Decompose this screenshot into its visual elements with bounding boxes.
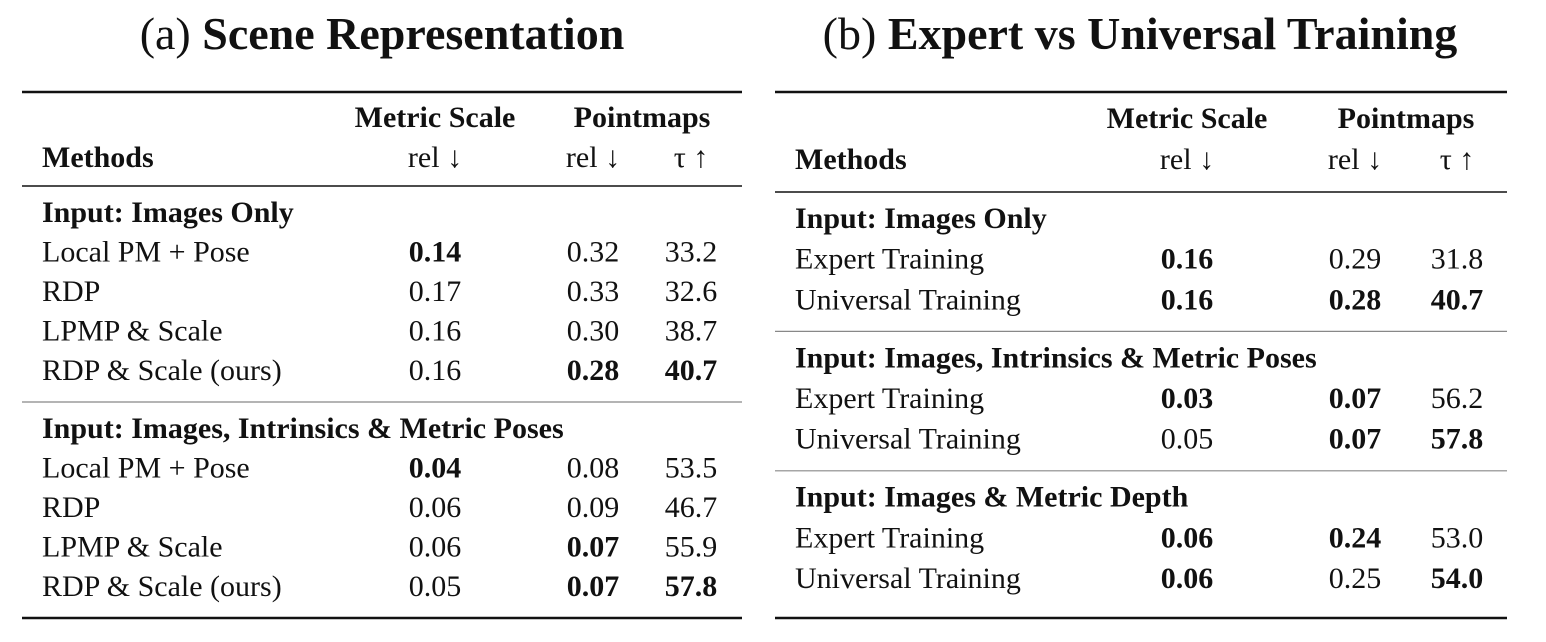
cell-value: 53.5: [665, 451, 718, 484]
cell-value: 0.07: [567, 570, 620, 603]
cell-value: 0.30: [567, 314, 620, 347]
cell-value: 32.6: [665, 275, 718, 308]
cell-value: 0.16: [1161, 243, 1214, 276]
cell-value: 0.28: [567, 354, 620, 387]
method-name: Universal Training: [795, 423, 1021, 456]
cell-value: 0.16: [1161, 283, 1214, 316]
column-header: rel ↓: [1328, 143, 1382, 176]
section-heading: Input: Images, Intrinsics & Metric Poses: [795, 341, 1317, 374]
column-header: Methods: [795, 143, 907, 176]
group-header: Metric Scale: [1107, 102, 1268, 135]
column-header: rel ↓: [1160, 143, 1214, 176]
cell-value: 0.28: [1329, 283, 1382, 316]
method-name: RDP: [42, 275, 100, 308]
table-title: (a) Scene Representation: [140, 8, 625, 59]
method-name: RDP: [42, 491, 100, 524]
method-name: Local PM + Pose: [42, 451, 250, 484]
method-name: Expert Training: [795, 382, 984, 415]
cell-value: 55.9: [665, 530, 718, 563]
cell-value: 0.06: [1161, 562, 1214, 595]
cell-value: 57.8: [665, 570, 718, 603]
cell-value: 0.09: [567, 491, 620, 524]
title-text: Expert vs Universal Training: [888, 8, 1458, 59]
cell-value: 0.14: [409, 235, 462, 268]
table-title: (b) Expert vs Universal Training: [823, 8, 1458, 59]
cell-value: 0.24: [1329, 521, 1382, 554]
cell-value: 33.2: [665, 235, 718, 268]
group-header: Metric Scale: [355, 101, 516, 134]
cell-value: 0.32: [567, 235, 620, 268]
cell-value: 0.33: [567, 275, 620, 308]
section-heading: Input: Images & Metric Depth: [795, 481, 1189, 514]
method-name: Expert Training: [795, 243, 984, 276]
cell-value: 0.17: [409, 275, 462, 308]
column-header: τ ↑: [674, 141, 709, 174]
cell-value: 0.07: [1329, 423, 1382, 456]
cell-value: 38.7: [665, 314, 718, 347]
method-name: Universal Training: [795, 562, 1021, 595]
section-heading: Input: Images Only: [42, 196, 294, 229]
title-label: (a): [140, 8, 191, 59]
cell-value: 53.0: [1431, 521, 1484, 554]
cell-value: 0.06: [409, 491, 462, 524]
section-heading: Input: Images Only: [795, 202, 1047, 235]
cell-value: 0.29: [1329, 243, 1382, 276]
title-text: Scene Representation: [202, 8, 624, 59]
method-name: LPMP & Scale: [42, 314, 223, 347]
method-name: LPMP & Scale: [42, 530, 223, 563]
cell-value: 0.16: [409, 314, 462, 347]
cell-value: 0.07: [567, 530, 620, 563]
cell-value: 0.04: [409, 451, 462, 484]
cell-value: 0.07: [1329, 382, 1382, 415]
cell-value: 0.05: [409, 570, 462, 603]
column-header: rel ↓: [408, 141, 462, 174]
cell-value: 0.06: [1161, 521, 1214, 554]
cell-value: 0.06: [409, 530, 462, 563]
cell-value: 46.7: [665, 491, 718, 524]
column-header: rel ↓: [566, 141, 620, 174]
cell-value: 57.8: [1431, 423, 1484, 456]
title-label: (b): [823, 8, 877, 59]
section-heading: Input: Images, Intrinsics & Metric Poses: [42, 412, 564, 445]
method-name: RDP & Scale (ours): [42, 354, 282, 387]
cell-value: 40.7: [1431, 283, 1484, 316]
method-name: Expert Training: [795, 521, 984, 554]
cell-value: 0.08: [567, 451, 620, 484]
cell-value: 0.16: [409, 354, 462, 387]
cell-value: 0.25: [1329, 562, 1382, 595]
column-header: τ ↑: [1440, 143, 1475, 176]
group-header: Pointmaps: [1338, 102, 1475, 135]
column-header: Methods: [42, 141, 154, 174]
group-header: Pointmaps: [574, 101, 711, 134]
cell-value: 54.0: [1431, 562, 1484, 595]
cell-value: 56.2: [1431, 382, 1484, 415]
method-name: Local PM + Pose: [42, 235, 250, 268]
cell-value: 40.7: [665, 354, 718, 387]
method-name: Universal Training: [795, 283, 1021, 316]
cell-value: 31.8: [1431, 243, 1484, 276]
cell-value: 0.03: [1161, 382, 1214, 415]
method-name: RDP & Scale (ours): [42, 570, 282, 603]
cell-value: 0.05: [1161, 423, 1214, 456]
